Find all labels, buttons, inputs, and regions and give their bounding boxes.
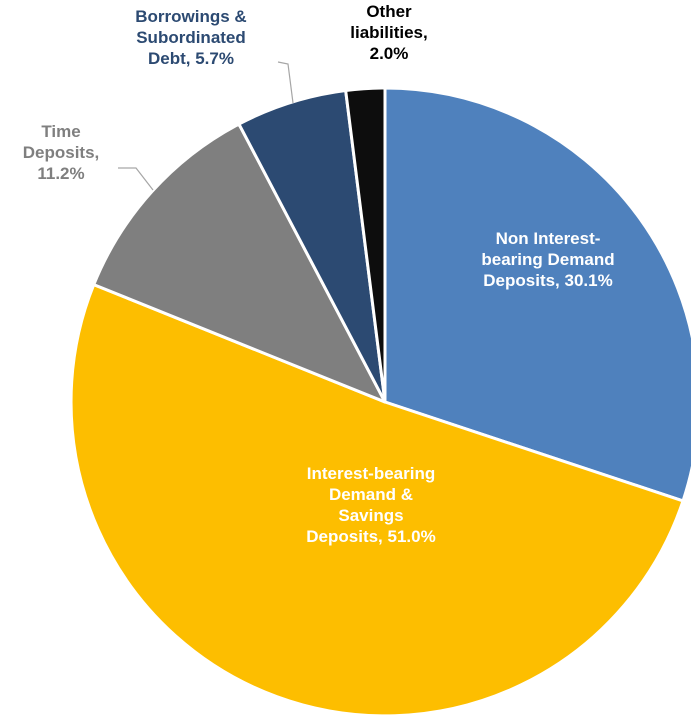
slice-label-line: Demand & xyxy=(329,485,413,504)
slice-label-line: Subordinated xyxy=(136,28,246,47)
leader-lines xyxy=(118,61,294,191)
slice-label-line: Deposits, 30.1% xyxy=(483,271,612,290)
slice-label-other-liabilities: Other liabilities, 2.0% xyxy=(350,2,427,63)
leader-line-borrowings xyxy=(277,61,294,104)
slice-label-interest-bearing: Interest-bearing Demand & Savings Deposits,… xyxy=(306,464,435,546)
slice-label-line: Deposits, xyxy=(23,143,100,162)
slice-label-line: 11.2% xyxy=(37,164,84,183)
slice-label-line: liabilities, xyxy=(350,23,427,42)
slice-labels: Non Interest-bearing Demand Deposits, 30.… xyxy=(23,2,615,546)
slice-label-line: Time xyxy=(41,122,80,141)
pie-slice-other-liabilities xyxy=(344,86,387,404)
slice-label-line: Debt, 5.7% xyxy=(148,49,234,68)
slice-label-line: Interest-bearing xyxy=(307,464,435,483)
slice-label-line: bearing Demand xyxy=(481,250,614,269)
leader-line-time-deposits xyxy=(118,167,154,191)
slice-label-line: 2.0% xyxy=(370,44,409,63)
slice-label-time-deposits: Time Deposits, 11.2% xyxy=(23,122,100,183)
pie-slices xyxy=(69,86,691,716)
slice-label-line: Non Interest- xyxy=(496,229,601,248)
slice-label-non-interest-bearing: Non Interest-bearing Demand Deposits, 30.… xyxy=(481,229,614,290)
slice-label-line: Other xyxy=(366,2,412,21)
slice-label-line: Deposits, 51.0% xyxy=(306,527,435,546)
slice-label-borrowings: Borrowings & Subordinated Debt, 5.7% xyxy=(135,7,246,68)
pie-slice-non-interest-bearing xyxy=(383,86,691,503)
pie-slice-interest-bearing xyxy=(69,283,685,716)
slice-label-line: Savings xyxy=(338,506,403,525)
pie-slice-time-deposits xyxy=(92,122,387,404)
slice-label-line: Borrowings & xyxy=(135,7,246,26)
